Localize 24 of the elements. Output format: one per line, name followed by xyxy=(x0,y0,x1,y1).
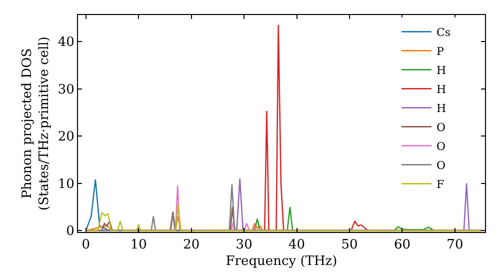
legend-label: O xyxy=(436,158,446,172)
x-tick-label: 30 xyxy=(236,238,252,253)
legend-label: H xyxy=(436,102,446,115)
x-tick-label: 60 xyxy=(394,238,411,253)
legend-label: Cs xyxy=(436,26,451,39)
y-tick-label: 40 xyxy=(58,35,74,50)
x-tick-label: 20 xyxy=(183,238,200,253)
y-axis-title: Phonon projected DOS (States/THz·primitive cell) xyxy=(20,36,52,211)
x-tick-label: 50 xyxy=(341,238,358,253)
x-tick-label: 70 xyxy=(446,238,464,253)
x-tick-label: 0 xyxy=(82,238,90,253)
legend-label: P xyxy=(436,44,445,58)
y-tick-label: 30 xyxy=(58,82,74,98)
legend-label: O xyxy=(436,120,446,134)
x-tick-label: 10 xyxy=(130,238,147,253)
legend-label: H xyxy=(436,82,446,96)
legend-label: F xyxy=(436,178,445,191)
legend-label: H xyxy=(436,64,446,77)
legend-label: O xyxy=(436,140,446,153)
y-tick-label: 10 xyxy=(58,176,74,192)
y-tick-label: 0 xyxy=(66,224,74,240)
x-tick-label: 40 xyxy=(288,238,306,253)
x-axis-title: Frequency (THz) xyxy=(226,254,338,270)
y-tick-label: 20 xyxy=(58,130,74,145)
